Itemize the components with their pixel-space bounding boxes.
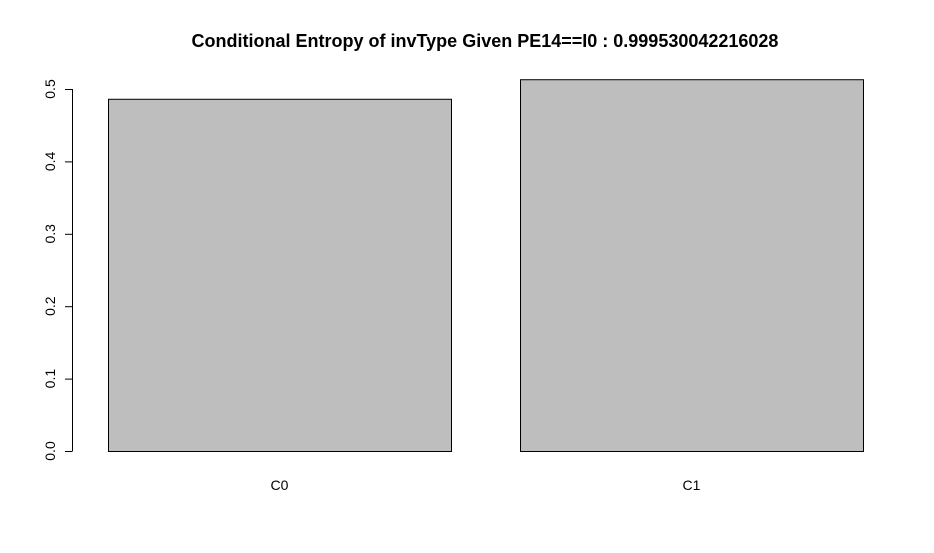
y-tick-label: 0.2 [42, 296, 58, 316]
chart-title: Conditional Entropy of invType Given PE1… [192, 31, 779, 51]
y-tick-label: 0.0 [42, 441, 58, 461]
y-axis: 0.0 0.1 0.2 0.3 0.4 0.5 [42, 79, 73, 461]
y-tick-label: 0.3 [42, 224, 58, 244]
y-tick-label: 0.4 [42, 151, 58, 171]
x-tick-label: C0 [271, 477, 289, 493]
bars-group [108, 79, 864, 453]
y-tick-label: 0.5 [42, 79, 58, 99]
x-axis-labels: C0 C1 [271, 477, 701, 493]
x-tick-label: C1 [683, 477, 701, 493]
y-tick-label: 0.1 [42, 369, 58, 389]
bar-C0 [108, 98, 452, 453]
bar-C1 [520, 79, 864, 452]
